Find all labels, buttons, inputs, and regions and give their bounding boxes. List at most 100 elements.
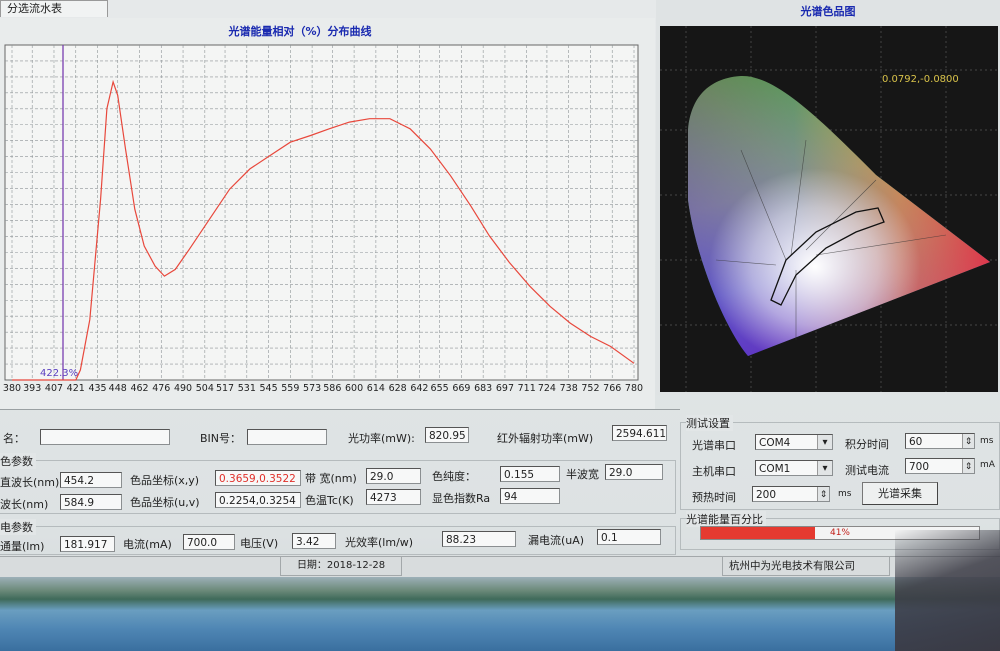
- x-tick-label: 683: [474, 383, 492, 394]
- chromaticity-panel: 光谱色品图 0.0792,-0.0800: [656, 0, 1000, 395]
- x-tick-label: 559: [281, 383, 299, 394]
- chart-title: 光谱能量相对（%）分布曲线: [227, 24, 371, 38]
- separator: [0, 409, 680, 410]
- status-date: 日期：2018-12-28: [280, 556, 402, 576]
- field-value[interactable]: 181.917: [60, 536, 115, 552]
- spectrum-line: [12, 79, 635, 381]
- field-label: 红外辐射功率(mW): [497, 432, 594, 445]
- field-value[interactable]: 0.3659,0.3522: [215, 470, 301, 486]
- group-title: 色参数: [0, 453, 36, 469]
- field-value[interactable]: 820.95: [425, 427, 469, 443]
- field-label: 预热时间: [692, 491, 736, 504]
- x-tick-label: 614: [367, 383, 385, 394]
- cie-locus: [688, 75, 990, 357]
- x-tick-label: 780: [625, 383, 643, 394]
- coordinate-readout: 0.0792,-0.0800: [882, 74, 959, 85]
- x-tick-label: 724: [538, 383, 556, 394]
- field-label: 色纯度：: [432, 470, 476, 483]
- field-label: 通量(lm): [0, 540, 45, 553]
- field-label: 色品坐标(x,y): [130, 474, 200, 487]
- x-tick-label: 669: [452, 383, 470, 394]
- field-label: 波长(nm): [0, 498, 49, 511]
- unit: ms: [838, 489, 852, 499]
- field-label: 光效率(lm/w): [345, 536, 414, 549]
- field-value[interactable]: 88.23: [442, 531, 516, 547]
- group-box: [0, 460, 676, 514]
- field-label: 名：: [3, 432, 25, 445]
- field-label: 积分时间: [845, 438, 889, 451]
- x-tick-label: 504: [196, 383, 214, 394]
- x-tick-label: 697: [496, 383, 514, 394]
- x-tick-label: 462: [130, 383, 148, 394]
- field-label: BIN号：: [200, 432, 242, 445]
- field-value[interactable]: [247, 429, 327, 445]
- field-value[interactable]: 0.155: [500, 466, 560, 482]
- spinbox[interactable]: 700: [905, 458, 975, 474]
- x-tick-label: 393: [23, 383, 41, 394]
- group-title: 测试设置: [686, 415, 733, 431]
- field-value[interactable]: 700.0: [183, 534, 235, 550]
- cursor-label: 422.3%: [40, 368, 78, 379]
- tab[interactable]: 分选流水表: [0, 0, 108, 17]
- status-company: 杭州中为光电技术有限公司: [722, 556, 890, 576]
- dropdown[interactable]: COM4: [755, 434, 833, 450]
- field-value[interactable]: 0.2254,0.3254: [215, 492, 301, 508]
- field-value[interactable]: 0.1: [597, 529, 661, 545]
- field-value[interactable]: 454.2: [60, 472, 122, 488]
- field-label: 显色指数Ra: [432, 492, 491, 505]
- field-label: 直波长(nm): [0, 476, 60, 489]
- x-tick-label: 421: [67, 383, 85, 394]
- wallpaper: [0, 577, 1000, 651]
- x-tick-label: 476: [152, 383, 170, 394]
- field-label: 测试电流: [845, 464, 889, 477]
- dropdown[interactable]: COM1: [755, 460, 833, 476]
- plot-area: [4, 44, 639, 381]
- progress-label: 41%: [829, 528, 850, 538]
- x-tick-label: 628: [389, 383, 407, 394]
- group-title: 电参数: [0, 519, 36, 535]
- x-tick-label: 711: [518, 383, 536, 394]
- group-title: 光谱能量百分比: [686, 511, 766, 527]
- x-tick-label: 380: [3, 383, 21, 394]
- chromaticity-title: 光谱色品图: [800, 4, 856, 18]
- field-label: 电流(mA): [123, 538, 172, 551]
- status-bar: [0, 556, 1000, 577]
- x-tick-label: 752: [581, 383, 599, 394]
- x-tick-label: 407: [45, 383, 63, 394]
- field-label: 色品坐标(u,v): [130, 496, 200, 509]
- unit: ms: [980, 436, 994, 446]
- field-value[interactable]: 2594.611: [612, 425, 667, 441]
- field-value[interactable]: 4273: [366, 489, 421, 505]
- x-tick-label: 600: [345, 383, 363, 394]
- x-tick-label: 766: [603, 383, 621, 394]
- group-box: [0, 526, 676, 555]
- field-value[interactable]: 94: [500, 488, 560, 504]
- progress-fill: [701, 527, 815, 539]
- field-label: 电压(V): [240, 537, 279, 550]
- field-value[interactable]: 3.42: [292, 533, 336, 549]
- field-label: 半波宽: [566, 468, 599, 481]
- field-label: 光谱串口: [692, 439, 736, 452]
- x-tick-label: 586: [323, 383, 341, 394]
- x-tick-label: 435: [88, 383, 106, 394]
- field-label: 主机串口: [692, 465, 736, 478]
- x-tick-label: 738: [560, 383, 578, 394]
- spectrum-panel: 光谱能量相对（%）分布曲线 380 393 407 421 435 448 462 476 49…: [0, 18, 655, 410]
- field-value[interactable]: 29.0: [605, 464, 663, 480]
- x-tick-label: 545: [260, 383, 278, 394]
- field-label: 光功率(mW):: [348, 432, 415, 445]
- field-value[interactable]: 29.0: [366, 468, 421, 484]
- spinbox[interactable]: 60: [905, 433, 975, 449]
- x-tick-label: 517: [216, 383, 234, 394]
- field-value[interactable]: 584.9: [60, 494, 122, 510]
- field-label: 色温Tc(K): [305, 494, 354, 507]
- unit: mA: [980, 460, 995, 470]
- x-tick-label: 655: [431, 383, 449, 394]
- button[interactable]: 光谱采集: [862, 482, 938, 505]
- field-value[interactable]: [40, 429, 170, 445]
- x-tick-label: 573: [303, 383, 321, 394]
- field-label: 漏电流(uA): [528, 534, 585, 547]
- x-tick-label: 490: [174, 383, 192, 394]
- spinbox[interactable]: 200: [752, 486, 830, 502]
